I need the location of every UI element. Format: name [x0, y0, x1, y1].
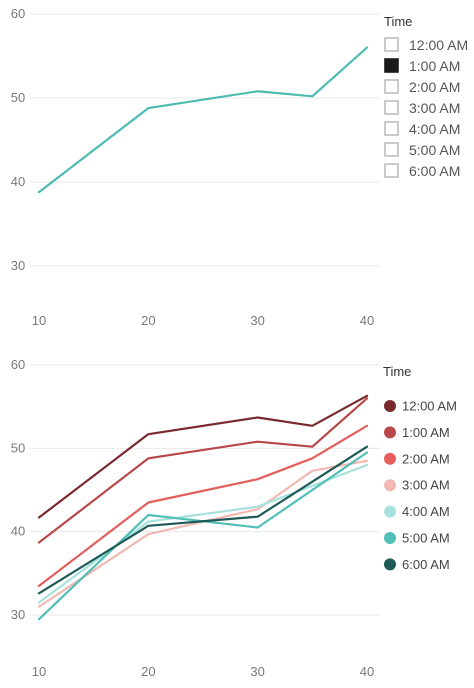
- legend-dot[interactable]: [384, 452, 396, 465]
- y-tick-label: 60: [11, 6, 25, 21]
- legend-checkbox[interactable]: [384, 142, 399, 157]
- legend-label: 12:00 AM: [409, 37, 468, 53]
- legend-dot[interactable]: [384, 479, 396, 492]
- legend-label: 6:00 AM: [409, 163, 460, 179]
- y-tick-label: 50: [11, 440, 25, 455]
- y-tick-label: 50: [11, 90, 25, 105]
- legend-label: 5:00 AM: [409, 142, 460, 158]
- legend-label: 4:00 AM: [402, 504, 450, 519]
- y-tick-label: 60: [11, 357, 25, 372]
- legend-label: 5:00 AM: [402, 531, 450, 546]
- series-line: [37, 424, 369, 587]
- x-tick-label: 30: [250, 313, 264, 328]
- legend-label: 12:00 AM: [402, 399, 457, 414]
- series-line: [37, 459, 369, 608]
- x-tick-label: 20: [141, 664, 155, 679]
- legend-dot[interactable]: [384, 426, 396, 439]
- legend-label: 3:00 AM: [409, 100, 460, 116]
- legend-label: 2:00 AM: [409, 79, 460, 95]
- series-line: [37, 46, 369, 194]
- series-line: [37, 451, 369, 621]
- legend-checkbox[interactable]: [384, 79, 399, 94]
- x-tick-label: 10: [32, 664, 46, 679]
- x-tick-label: 10: [32, 313, 46, 328]
- legend-title: Time: [383, 364, 411, 379]
- legend-dot[interactable]: [384, 532, 396, 544]
- legend-checkbox[interactable]: [384, 100, 399, 115]
- legend-label: 1:00 AM: [402, 425, 450, 440]
- legend-dot[interactable]: [384, 400, 396, 412]
- x-tick-label: 40: [360, 664, 374, 679]
- legend-checkbox[interactable]: [384, 121, 399, 136]
- bottom-chart-svg: 30 40 50 60 10 20 30 40 Time 12:00 AM 1:00 AM 2:00 …: [11, 357, 457, 679]
- y-tick-label: 40: [11, 524, 25, 539]
- legend-checkbox[interactable]: [384, 58, 399, 73]
- legend-checkbox[interactable]: [384, 37, 399, 52]
- y-tick-label: 40: [11, 174, 25, 189]
- x-tick-label: 20: [141, 313, 155, 328]
- legend-label: 6:00 AM: [402, 557, 450, 572]
- legend-title: Time: [384, 14, 412, 29]
- series-line: [37, 394, 369, 519]
- bottom-line-chart: 30 40 50 60 10 20 30 40 Time 12:00 AM 1:00 AM 2:00 …: [0, 348, 474, 683]
- top-line-chart: 30 40 50 60 10 20 30 40 Time 12:00 AM 1:00 AM 2:00 …: [0, 0, 474, 335]
- legend-label: 2:00 AM: [402, 451, 450, 466]
- x-tick-label: 30: [250, 664, 264, 679]
- legend-checkbox[interactable]: [384, 163, 399, 178]
- y-tick-label: 30: [11, 607, 25, 622]
- x-tick-label: 40: [360, 313, 374, 328]
- legend-label: 4:00 AM: [409, 121, 460, 137]
- legend-dot[interactable]: [384, 558, 396, 571]
- series-line: [37, 445, 369, 595]
- legend-dot[interactable]: [384, 505, 396, 518]
- y-tick-label: 30: [11, 258, 25, 273]
- legend-label: 3:00 AM: [402, 478, 450, 493]
- top-chart-svg: 30 40 50 60 10 20 30 40 Time 12:00 AM 1:00 AM 2:00 …: [11, 6, 468, 328]
- legend-label: 1:00 AM: [409, 58, 460, 74]
- series-line: [37, 397, 369, 544]
